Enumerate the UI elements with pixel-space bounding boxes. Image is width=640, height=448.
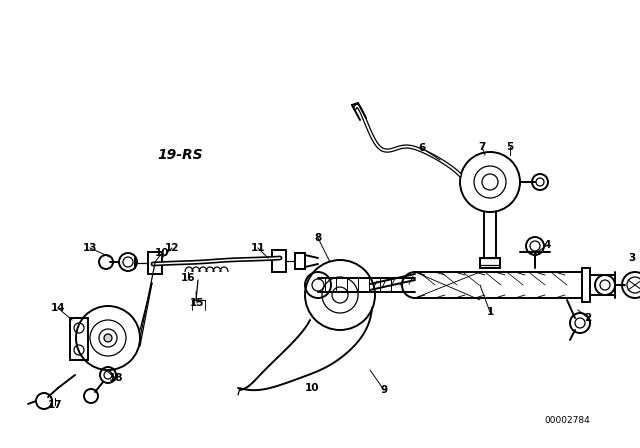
Text: 17: 17 [48, 400, 62, 410]
Text: 3: 3 [628, 253, 636, 263]
Bar [70, 318, 88, 360]
Text: 9: 9 [380, 385, 388, 395]
Text: 12: 12 [164, 243, 179, 253]
Circle shape [104, 334, 112, 342]
Bar [272, 250, 286, 272]
Text: 00002784: 00002784 [544, 415, 590, 425]
Text: 10: 10 [155, 248, 169, 258]
Text: 13: 13 [83, 243, 97, 253]
Text: 11: 11 [251, 243, 265, 253]
Text: 19-RS: 19-RS [157, 148, 203, 162]
Text: 4: 4 [543, 240, 550, 250]
Text: 6: 6 [419, 143, 426, 153]
Text: 14: 14 [51, 303, 65, 313]
Text: 15: 15 [189, 298, 204, 308]
Bar [148, 252, 162, 274]
Text: 7: 7 [478, 142, 486, 152]
Bar [295, 253, 305, 269]
Text: 16: 16 [180, 273, 195, 283]
Bar [480, 258, 500, 268]
Text: 2: 2 [584, 313, 591, 323]
Text: 10: 10 [305, 383, 319, 393]
Text: 8: 8 [314, 233, 322, 243]
Text: 5: 5 [506, 142, 514, 152]
Text: 1: 1 [486, 307, 493, 317]
Text: 18: 18 [109, 373, 124, 383]
